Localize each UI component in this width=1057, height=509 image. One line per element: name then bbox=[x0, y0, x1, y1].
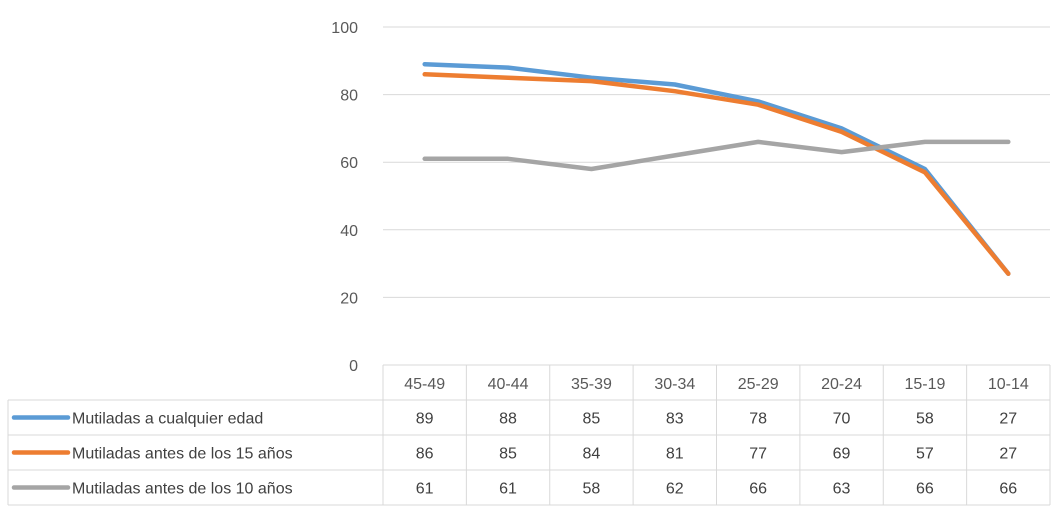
legend-label: Mutiladas a cualquier edad bbox=[72, 411, 263, 428]
data-label: 89 bbox=[416, 411, 434, 428]
series-line-1 bbox=[422, 61, 1011, 276]
data-label: 63 bbox=[833, 481, 851, 498]
data-label: 77 bbox=[749, 446, 767, 463]
y-tick-label: 20 bbox=[340, 290, 358, 307]
data-label: 58 bbox=[916, 411, 934, 428]
data-label: 61 bbox=[499, 481, 517, 498]
x-category-label: 25-29 bbox=[738, 376, 779, 393]
series-line-3 bbox=[422, 139, 1011, 172]
data-label: 66 bbox=[749, 481, 767, 498]
y-tick-label: 0 bbox=[349, 358, 358, 375]
y-tick-label: 40 bbox=[340, 223, 358, 240]
data-label: 61 bbox=[416, 481, 434, 498]
data-label: 62 bbox=[666, 481, 684, 498]
data-label: 83 bbox=[666, 411, 684, 428]
x-category-label: 20-24 bbox=[821, 376, 862, 393]
data-label: 78 bbox=[749, 411, 767, 428]
data-table: 45-49 40-44 35-39 30-34 25-29 20-24 15-19 10-14… bbox=[7, 364, 1051, 506]
y-axis: 0 20 40 60 80 100 bbox=[331, 20, 358, 375]
data-label: 81 bbox=[666, 446, 684, 463]
data-label: 57 bbox=[916, 446, 934, 463]
series-lines bbox=[422, 61, 1011, 276]
data-label: 69 bbox=[833, 446, 851, 463]
x-category-label: 15-19 bbox=[904, 376, 945, 393]
legend-label: Mutiladas antes de los 15 años bbox=[72, 446, 293, 463]
data-label: 70 bbox=[833, 411, 851, 428]
data-label: 85 bbox=[583, 411, 601, 428]
data-label: 66 bbox=[916, 481, 934, 498]
legend-label: Mutiladas antes de los 10 años bbox=[72, 481, 293, 498]
data-label: 84 bbox=[583, 446, 601, 463]
x-category-label: 10-14 bbox=[988, 376, 1029, 393]
x-category-label: 40-44 bbox=[488, 376, 529, 393]
x-category-label: 35-39 bbox=[571, 376, 612, 393]
y-tick-label: 80 bbox=[340, 88, 358, 105]
data-label: 88 bbox=[499, 411, 517, 428]
x-category-label: 45-49 bbox=[404, 376, 445, 393]
y-tick-label: 60 bbox=[340, 155, 358, 172]
data-label: 66 bbox=[999, 481, 1017, 498]
gridlines bbox=[383, 26, 1050, 298]
data-label: 58 bbox=[583, 481, 601, 498]
y-tick-label: 100 bbox=[331, 20, 358, 37]
data-label: 85 bbox=[499, 446, 517, 463]
series-line-2 bbox=[422, 72, 1011, 276]
x-category-label: 30-34 bbox=[654, 376, 695, 393]
data-label: 86 bbox=[416, 446, 434, 463]
data-label: 27 bbox=[999, 446, 1017, 463]
data-label: 27 bbox=[999, 411, 1017, 428]
